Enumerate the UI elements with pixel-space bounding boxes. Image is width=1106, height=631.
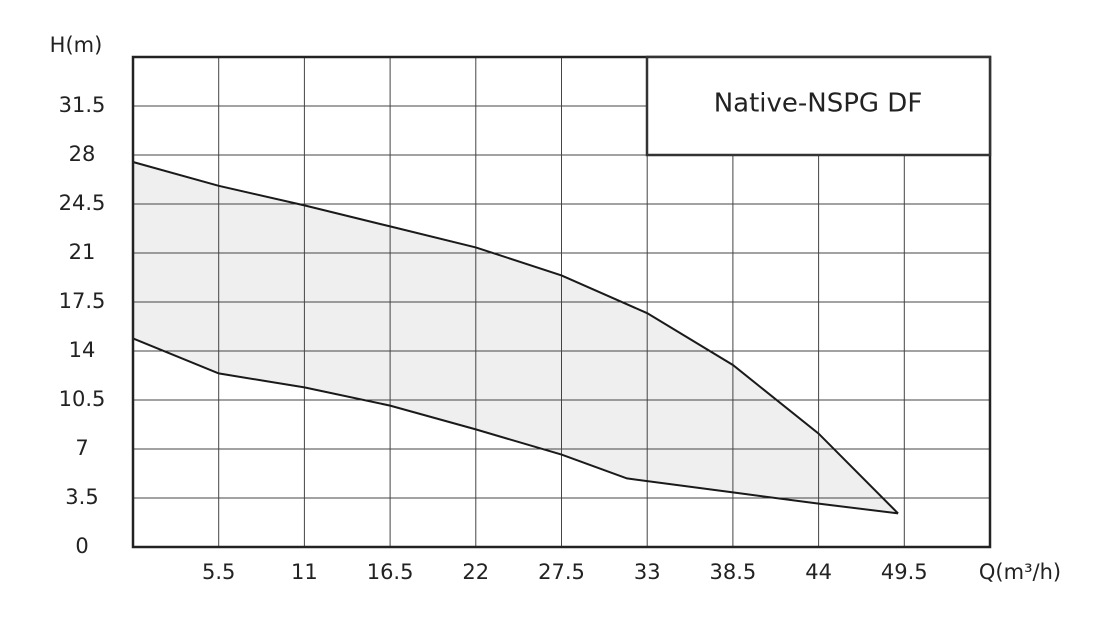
x-tick-label: 22 <box>462 560 489 584</box>
curve <box>132 337 899 515</box>
x-tick-label: 27.5 <box>538 560 585 584</box>
y-tick-label: 31.5 <box>59 93 106 117</box>
y-tick-label: 3.5 <box>65 485 98 509</box>
x-axis-label: Q(m³/h) <box>979 560 1061 584</box>
y-axis-label: H(m) <box>50 33 103 57</box>
y-tick-label: 10.5 <box>59 387 106 411</box>
band-fill <box>133 162 899 514</box>
y-tick-label: 7 <box>75 436 88 460</box>
y-tick-label: 0 <box>75 534 88 558</box>
curve <box>132 161 899 515</box>
chart-title: Native-NSPG DF <box>714 89 923 119</box>
x-tick-label: 5.5 <box>202 560 235 584</box>
y-tick-label: 17.5 <box>59 289 106 313</box>
y-tick-label: 14 <box>69 338 96 362</box>
x-tick-label: 11 <box>291 560 318 584</box>
x-tick-label: 44 <box>805 560 832 584</box>
y-tick-label: 28 <box>69 142 96 166</box>
title-box <box>645 55 992 157</box>
x-tick-label: 16.5 <box>367 560 414 584</box>
x-tick-label: 49.5 <box>881 560 928 584</box>
x-tick-label: 33 <box>634 560 661 584</box>
x-tick-label: 38.5 <box>710 560 757 584</box>
plot-frame <box>131 55 992 549</box>
y-tick-label: 21 <box>69 240 96 264</box>
y-tick-label: 24.5 <box>59 191 106 215</box>
